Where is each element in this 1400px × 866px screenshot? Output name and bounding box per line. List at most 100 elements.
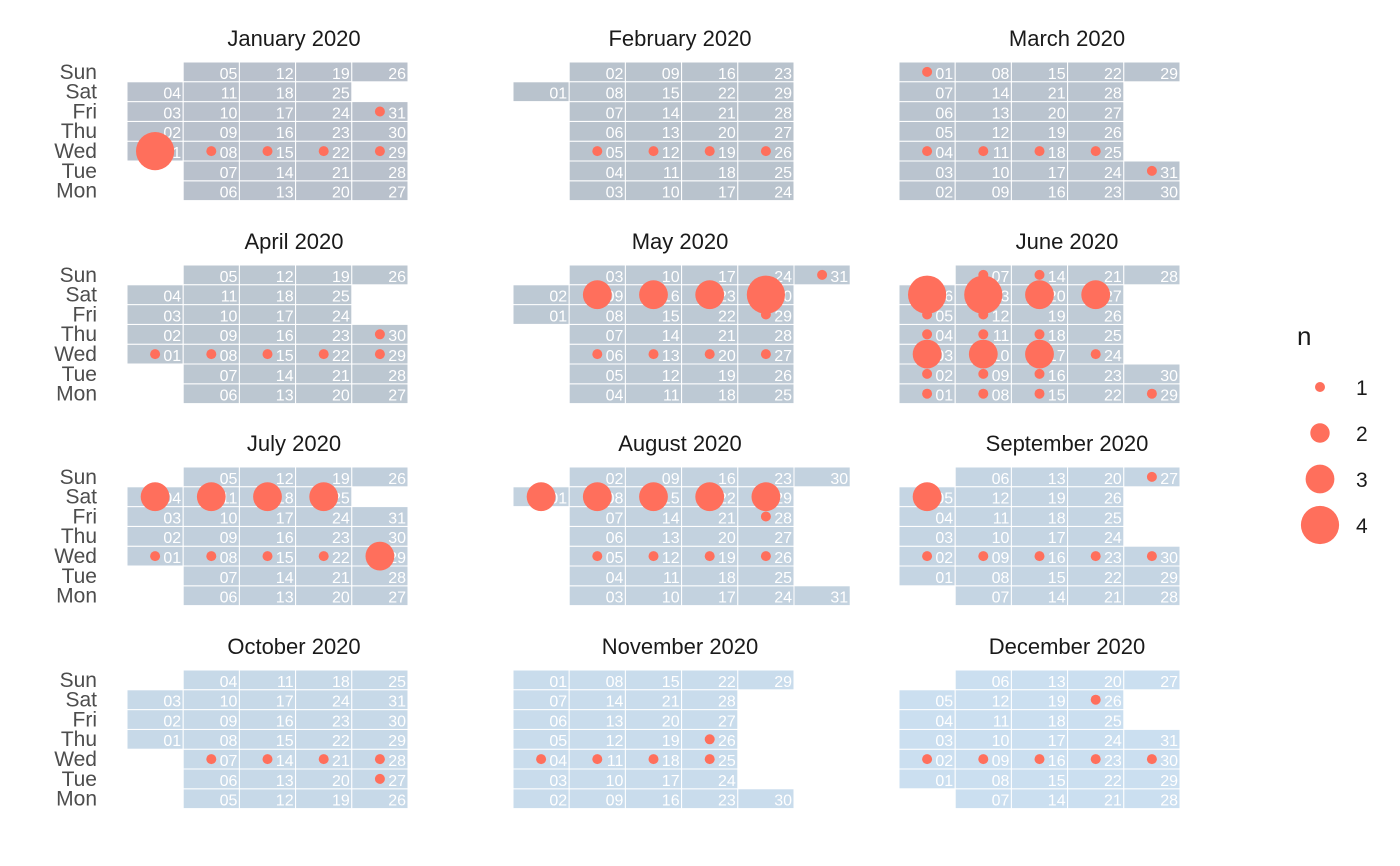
day-number: 22 [718, 674, 736, 691]
day-number: 05 [220, 66, 238, 83]
day-number: 02 [163, 713, 181, 730]
day-number: 29 [774, 308, 792, 325]
event-point [1025, 280, 1054, 310]
day-number: 22 [332, 733, 350, 750]
event-point [978, 388, 989, 399]
event-point [1034, 269, 1045, 280]
day-number: 18 [662, 753, 680, 770]
month-panel: April 2020 01 02 03 04 05 06 07 08 09 10 11 12 13 14 15… [126, 229, 409, 405]
event-point [309, 482, 339, 512]
day-number: 31 [830, 269, 848, 286]
legend-key [1315, 382, 1325, 392]
day-number: 14 [276, 570, 294, 587]
day-number: 28 [718, 694, 736, 711]
day-number: 03 [935, 165, 953, 182]
day-number: 06 [935, 105, 953, 122]
day-number: 28 [1160, 793, 1178, 810]
day-number: 21 [332, 165, 350, 182]
day-number: 10 [662, 269, 680, 286]
event-point [374, 106, 385, 117]
weekday-label: Tue [62, 160, 97, 183]
day-number: 04 [935, 713, 953, 730]
legend-key [1300, 505, 1340, 545]
day-tile [1123, 61, 1181, 83]
weekday-label: Tue [62, 565, 97, 588]
day-number: 19 [1048, 308, 1066, 325]
event-point [639, 280, 668, 310]
day-number: 14 [276, 165, 294, 182]
event-point [318, 551, 329, 562]
day-number: 07 [606, 105, 624, 122]
day-number: 23 [1104, 753, 1122, 770]
day-tile [351, 264, 409, 286]
day-number: 18 [332, 674, 350, 691]
day-tile [737, 788, 795, 810]
day-number: 20 [718, 348, 736, 365]
event-point [196, 482, 226, 512]
day-number: 11 [993, 510, 1010, 527]
month-panel: May 202001020304050607080910111213141516… [512, 229, 851, 405]
day-number: 19 [1048, 125, 1066, 142]
event-point [262, 349, 273, 360]
day-number: 10 [606, 773, 624, 790]
event-point [1090, 146, 1101, 157]
day-number: 15 [276, 348, 294, 365]
day-number: 26 [388, 471, 406, 488]
day-number: 27 [718, 713, 736, 730]
event-point [536, 754, 547, 765]
day-number: 25 [332, 86, 350, 103]
day-number: 07 [220, 570, 238, 587]
event-point [1090, 551, 1101, 562]
event-point [978, 329, 989, 340]
day-number: 31 [1160, 165, 1178, 182]
day-number: 17 [276, 694, 294, 711]
event-point [592, 349, 603, 360]
day-number: 19 [718, 368, 736, 385]
day-number: 29 [1160, 773, 1178, 790]
month-title: November 2020 [602, 634, 759, 659]
event-point [374, 754, 385, 765]
event-point [1146, 754, 1157, 765]
day-tile [351, 61, 409, 83]
day-number: 26 [1104, 308, 1122, 325]
day-number: 22 [332, 145, 350, 162]
day-number: 16 [718, 471, 736, 488]
weekday-label: Sat [65, 284, 97, 307]
event-point [150, 349, 161, 360]
day-number: 27 [388, 185, 406, 202]
day-number: 21 [332, 368, 350, 385]
day-number: 29 [388, 733, 406, 750]
event-point [150, 551, 161, 562]
day-number: 28 [774, 328, 792, 345]
weekday-label: Fri [73, 303, 98, 326]
day-number: 07 [220, 753, 238, 770]
day-number: 13 [662, 348, 680, 365]
day-number: 21 [718, 328, 736, 345]
day-number: 08 [992, 66, 1010, 83]
day-number: 03 [935, 733, 953, 750]
day-tile [1067, 486, 1125, 508]
weekday-label: Wed [54, 343, 97, 366]
day-number: 30 [1160, 550, 1178, 567]
day-number: 05 [220, 793, 238, 810]
day-number: 19 [718, 550, 736, 567]
event-point [1034, 754, 1045, 765]
day-number: 03 [606, 185, 624, 202]
day-number: 25 [388, 674, 406, 691]
event-point [374, 773, 385, 784]
day-number: 11 [221, 86, 238, 103]
day-number: 09 [992, 185, 1010, 202]
day-number: 04 [606, 570, 624, 587]
day-number: 31 [1160, 733, 1178, 750]
weekday-label: Wed [54, 140, 97, 163]
day-number: 11 [663, 570, 680, 587]
day-number: 28 [388, 570, 406, 587]
day-number: 09 [220, 713, 238, 730]
day-number: 14 [662, 328, 680, 345]
day-number: 06 [549, 713, 567, 730]
day-number: 23 [1104, 368, 1122, 385]
day-number: 24 [718, 773, 736, 790]
day-number: 13 [662, 125, 680, 142]
day-number: 29 [1160, 388, 1178, 405]
day-number: 18 [1048, 713, 1066, 730]
